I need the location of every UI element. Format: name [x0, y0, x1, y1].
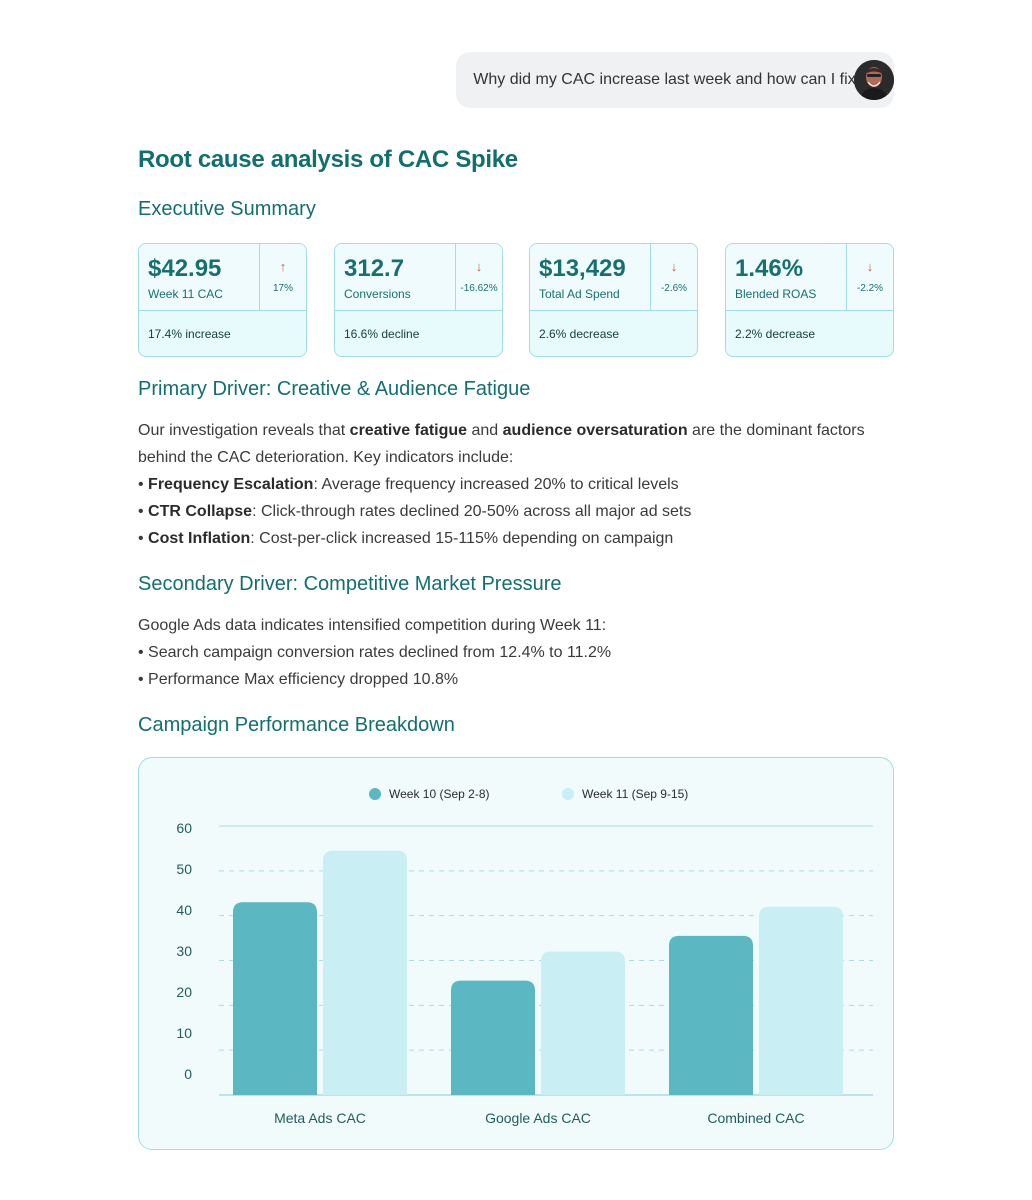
secondary-driver-heading: Secondary Driver: Competitive Market Pre…	[138, 573, 562, 595]
list-item: CTR Collapse: Click-through rates declin…	[138, 498, 894, 525]
kpi-cards: $42.95 Week 11 CAC ↑ 17% 17.4% increase …	[138, 243, 894, 357]
bar	[451, 980, 535, 1095]
kpi-delta: -2.6%	[660, 283, 688, 294]
list-item: Performance Max efficiency dropped 10.8%	[138, 666, 894, 693]
legend-label: Week 11 (Sep 9-15)	[582, 787, 688, 801]
kpi-delta: 17%	[272, 283, 293, 294]
legend-label: Week 10 (Sep 2-8)	[389, 787, 490, 801]
legend-swatch	[562, 788, 574, 800]
kpi-label: Total Ad Spend	[539, 287, 620, 301]
list-item: Search campaign conversion rates decline…	[138, 639, 894, 666]
legend-swatch	[369, 788, 381, 800]
arrow-up-icon: ↑	[279, 259, 287, 274]
executive-summary-heading: Executive Summary	[138, 198, 316, 220]
kpi-value: $13,429	[539, 255, 626, 282]
arrow-down-icon: ↓	[670, 259, 678, 274]
kpi-footer: 2.2% decrease	[735, 327, 816, 341]
bar	[541, 951, 625, 1095]
x-tick-label: Google Ads CAC	[485, 1110, 591, 1126]
kpi-label: Blended ROAS	[735, 287, 817, 301]
user-message-bubble: Why did my CAC increase last week and ho…	[456, 52, 894, 108]
campaign-breakdown-heading: Campaign Performance Breakdown	[138, 714, 455, 736]
report-title: Root cause analysis of CAC Spike	[138, 146, 518, 173]
kpi-label: Week 11 CAC	[148, 287, 223, 301]
bar	[669, 935, 753, 1095]
kpi-card-roas: 1.46% Blended ROAS ↓ -2.2% 2.2% decrease	[725, 243, 894, 357]
campaign-chart: 0 10 20 30 40 50 60 Meta Ads CAC Google Ads CAC C…	[138, 757, 894, 1150]
list-item: Cost Inflation: Cost-per-click increased…	[138, 525, 894, 552]
secondary-driver-intro: Google Ads data indicates intensified co…	[138, 617, 607, 634]
user-avatar-icon[interactable]	[854, 60, 894, 100]
bar	[323, 850, 407, 1095]
kpi-footer: 17.4% increase	[148, 327, 231, 341]
secondary-driver-text: Google Ads data indicates intensified co…	[138, 612, 894, 693]
kpi-footer: 2.6% decrease	[539, 327, 620, 341]
list-item: Frequency Escalation: Average frequency …	[138, 471, 894, 498]
y-tick-label: 40	[176, 902, 192, 918]
y-tick-label: 10	[176, 1025, 192, 1041]
kpi-card-ad-spend: $13,429 Total Ad Spend ↓ -2.6% 2.6% decr…	[529, 243, 698, 357]
kpi-label: Conversions	[344, 287, 411, 301]
kpi-value: 312.7	[344, 255, 405, 282]
y-tick-label: 20	[176, 984, 192, 1000]
kpi-value: 1.46%	[735, 255, 804, 282]
bar	[759, 906, 843, 1095]
user-message-row: Why did my CAC increase last week and ho…	[456, 52, 894, 108]
arrow-down-icon: ↓	[475, 259, 483, 274]
kpi-footer: 16.6% decline	[344, 327, 420, 341]
x-tick-label: Combined CAC	[707, 1110, 804, 1126]
y-tick-label: 50	[176, 861, 192, 877]
x-tick-label: Meta Ads CAC	[274, 1110, 366, 1126]
y-tick-label: 0	[184, 1066, 192, 1082]
y-tick-label: 60	[176, 820, 192, 836]
primary-driver-intro: Our investigation reveals that creative …	[138, 422, 865, 466]
arrow-down-icon: ↓	[866, 259, 874, 274]
y-tick-label: 30	[176, 943, 192, 959]
bar-chart: 0 10 20 30 40 50 60 Meta Ads CAC Google Ads CAC C…	[176, 787, 873, 1126]
kpi-card-conversions: 312.7 Conversions ↓ -16.62% 16.6% declin…	[334, 243, 503, 357]
kpi-card-cac: $42.95 Week 11 CAC ↑ 17% 17.4% increase	[138, 243, 307, 357]
bar	[233, 902, 317, 1095]
kpi-delta: -16.62%	[460, 283, 498, 294]
kpi-delta: -2.2%	[856, 283, 884, 294]
primary-driver-text: Our investigation reveals that creative …	[138, 417, 894, 552]
primary-driver-heading: Primary Driver: Creative & Audience Fati…	[138, 378, 531, 400]
kpi-value: $42.95	[148, 255, 222, 282]
